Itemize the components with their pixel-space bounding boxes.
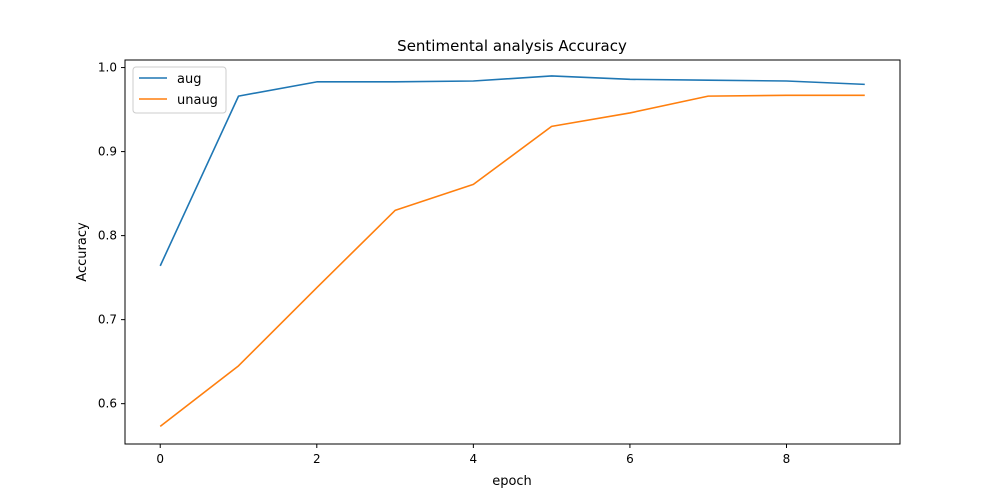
y-tick-label: 0.9 [98, 145, 117, 159]
x-tick-label: 2 [313, 452, 321, 466]
legend-label-aug: aug [177, 72, 201, 87]
x-tick-label: 4 [470, 452, 478, 466]
y-tick-label: 1.0 [98, 61, 117, 75]
series-line-unaug [159, 94, 865, 427]
plot-area [124, 59, 901, 445]
y-tick-label: 0.6 [98, 397, 117, 411]
y-tick-label: 0.7 [98, 313, 117, 327]
chart-title: Sentimental analysis Accuracy [397, 37, 627, 55]
x-tick-label: 6 [626, 452, 634, 466]
x-tick-label: 8 [783, 452, 791, 466]
x-axis: 0 2 4 6 8 [156, 444, 790, 466]
y-axis-label: Accuracy [75, 222, 90, 282]
y-tick-label: 0.8 [98, 229, 117, 243]
series-line-aug [159, 75, 865, 267]
legend: aug unaug [132, 66, 227, 114]
legend-label-unaug: unaug [177, 93, 218, 108]
series-layer [159, 75, 865, 427]
y-axis: 0.6 0.7 0.8 0.9 1.0 [98, 61, 125, 411]
x-tick-label: 0 [156, 452, 164, 466]
plot-frame [124, 59, 901, 445]
x-axis-label: epoch [492, 474, 532, 489]
